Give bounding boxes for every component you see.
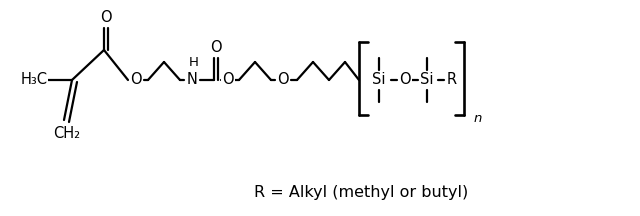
Text: n: n <box>474 113 483 125</box>
Text: O: O <box>277 73 289 87</box>
Text: Si: Si <box>420 73 434 87</box>
Text: CH₂: CH₂ <box>53 127 81 141</box>
Text: Si: Si <box>372 73 386 87</box>
Text: O: O <box>399 73 411 87</box>
Text: O: O <box>210 40 222 54</box>
Text: N: N <box>187 73 197 87</box>
Text: H₃C: H₃C <box>20 73 47 87</box>
Text: O: O <box>100 11 112 25</box>
Text: O: O <box>222 73 234 87</box>
Text: R: R <box>447 73 457 87</box>
Text: R = Alkyl (methyl or butyl): R = Alkyl (methyl or butyl) <box>255 185 468 200</box>
Text: O: O <box>130 73 142 87</box>
Text: H: H <box>189 56 199 68</box>
